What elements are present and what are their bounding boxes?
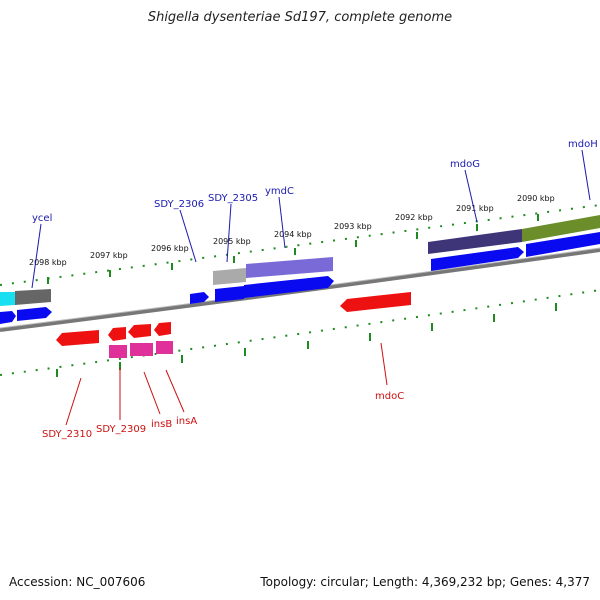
insertion-element[interactable] [130,343,153,356]
upper-tick-track [0,204,600,286]
gene-label-insA: insA [176,416,197,427]
gene-label-sdy2306: SDY_2306 [154,199,204,210]
bottom-label-leaders [65,342,388,426]
gene-label-sdy2310: SDY_2310 [42,429,92,440]
gene-label-mdoG: mdoG [450,159,480,170]
gene-label-sdy2309: SDY_2309 [96,424,146,435]
top-label-leaders [31,149,591,289]
tick-label: 2090 kbp [517,194,555,203]
feature-ycel-grey[interactable] [15,289,51,305]
tick-label: 2094 kbp [274,230,312,239]
gene-label-mdoH: mdoH [568,139,598,150]
tick-label: 2092 kbp [395,213,433,222]
gene-sdy2305[interactable] [215,286,244,302]
gene-label-insB: insB [151,419,172,430]
insertion-elements [109,341,173,358]
reverse-genes [56,292,411,346]
tick-label: 2098 kbp [29,258,67,267]
gene-forward[interactable] [17,307,52,321]
tick-label: 2095 kbp [213,237,251,246]
tick-label: 2091 kbp [456,204,494,213]
gene-mdoG[interactable] [431,247,524,271]
gene-forward[interactable] [0,311,16,324]
major-ticks-upper [47,214,539,284]
forward-genes [0,232,600,324]
gene-label-ycel: ycel [32,213,52,224]
tick-label: 2096 kbp [151,244,189,253]
gene-mdoH[interactable] [526,232,600,257]
feature-mdoH[interactable] [522,215,600,242]
feature-ymdC[interactable] [246,257,333,278]
accession-text: Accession: NC_007606 [9,575,146,589]
tick-label: 2093 kbp [334,222,372,231]
gene-insB[interactable] [128,324,151,338]
gene-sdy2309[interactable] [108,327,126,341]
gene-label-ymdC: ymdC [265,186,294,197]
gene-label-mdoC: mdoC [375,391,404,402]
feature-ycel[interactable] [0,292,15,306]
gene-label-sdy2305: SDY_2305 [208,193,258,204]
gene-ymdC[interactable] [244,276,334,298]
lower-tick-track [0,289,600,376]
topology-text: Topology: circular; Length: 4,369,232 bp… [260,575,590,589]
gene-mdoC[interactable] [340,292,411,312]
insertion-element[interactable] [109,345,127,358]
tick-label: 2097 kbp [90,251,128,260]
map-title: Shigella dysenteriae Sd197, complete gen… [147,10,453,25]
gene-insA[interactable] [154,322,171,336]
upper-feature-row [0,215,600,306]
feature-mdoG[interactable] [428,229,522,254]
gene-sdy2306[interactable] [190,292,209,304]
gene-sdy2310[interactable] [56,330,99,346]
insertion-element[interactable] [156,341,173,354]
feature-sdy2305-grey[interactable] [213,268,246,285]
